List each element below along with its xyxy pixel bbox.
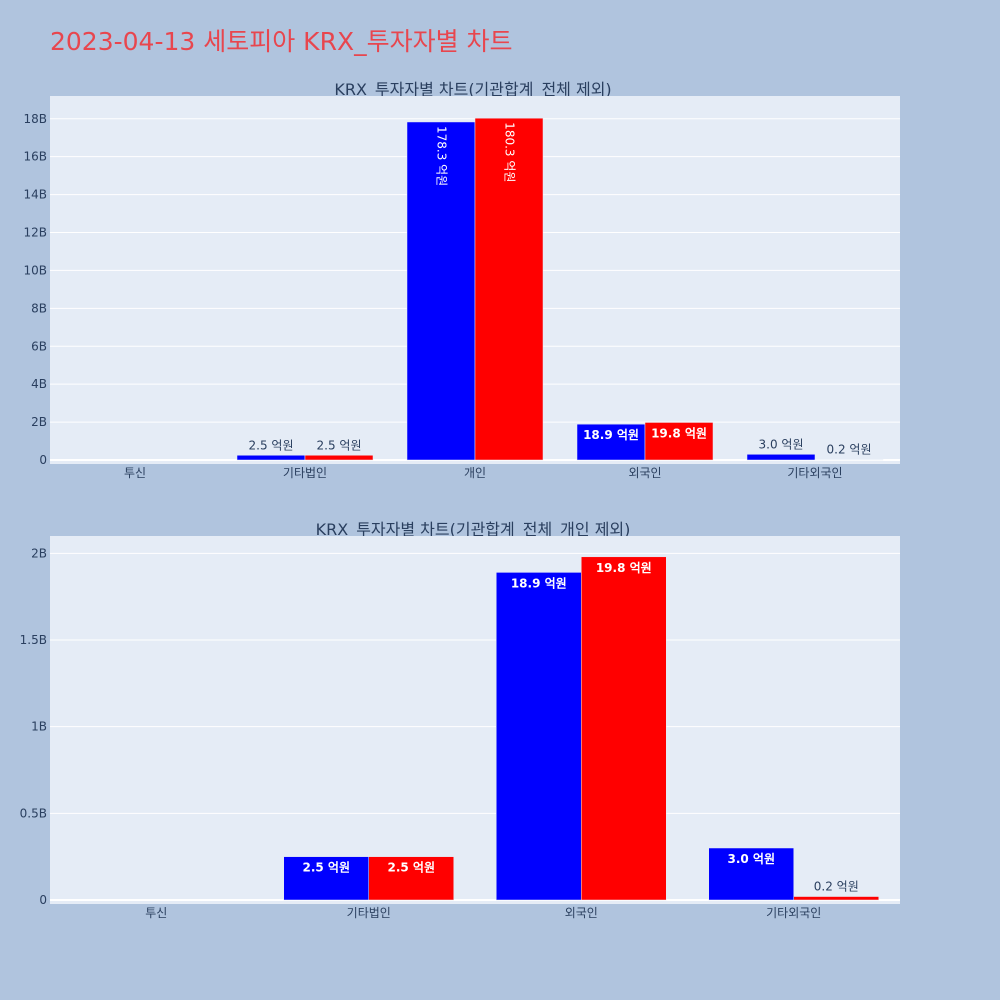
bar-red: [581, 556, 667, 901]
bar-blue: [708, 847, 794, 901]
y-tick-label: 18B: [23, 112, 47, 126]
bar-red: [793, 896, 879, 901]
chart-title: KRX_투자자별 차트(기관합계_전체 제외): [334, 80, 611, 100]
x-tick-label: 외국인: [628, 466, 661, 480]
page-title: 2023-04-13 세토피아 KRX_투자자별 차트: [50, 27, 513, 56]
chart-bottom: KRX_투자자별 차트(기관합계_전체_개인 제외) 0 0.5B 1B 1.5B 2B 투…: [20, 520, 900, 920]
y-tick-label: 6B: [31, 339, 47, 353]
bar-blue: [496, 572, 582, 901]
data-label: 178.3 억원: [435, 126, 449, 186]
plot-area: [50, 536, 900, 904]
data-label: 18.9 억원: [511, 576, 567, 590]
data-label: 0.2 억원: [814, 880, 859, 894]
bar-blue: [283, 856, 369, 901]
x-tick-label: 기타법인: [347, 906, 391, 920]
y-tick-label: 16B: [23, 150, 47, 164]
data-label: 2.5 억원: [387, 861, 435, 875]
x-tick-label: 기타법인: [283, 466, 327, 480]
y-tick-label: 4B: [31, 377, 47, 391]
y-tick-label: 0: [39, 453, 47, 467]
y-tick-label: 0: [39, 893, 47, 907]
y-tick-label: 10B: [23, 263, 47, 277]
bar-red: [644, 422, 714, 461]
x-tick-label: 투신: [124, 466, 146, 480]
data-label: 2.5 억원: [249, 438, 294, 452]
data-label: 2.5 억원: [302, 861, 350, 875]
x-tick-label: 개인: [464, 466, 486, 480]
x-tick-label: 투신: [145, 906, 167, 920]
y-tick-label: 8B: [31, 301, 47, 315]
data-label: 3.0 억원: [759, 437, 804, 451]
data-label: 3.0 억원: [727, 852, 775, 866]
y-tick-label: 2B: [31, 546, 47, 560]
bar-blue: [236, 455, 306, 461]
chart-top: KRX_투자자별 차트(기관합계_전체 제외) 0 2B 4B 6B 8B 10B 12B 14…: [23, 80, 900, 480]
x-tick-label: 기타외국인: [787, 466, 842, 480]
x-tick-label: 기타외국인: [766, 906, 821, 920]
bar-blue: [406, 121, 476, 461]
chart-title: KRX_투자자별 차트(기관합계_전체_개인 제외): [316, 520, 631, 540]
bar-blue: [746, 454, 816, 461]
bar-red: [304, 455, 374, 461]
bar-red: [474, 117, 544, 461]
y-tick-label: 12B: [23, 226, 47, 240]
y-tick-label: 1B: [31, 720, 47, 734]
data-label: 2.5 억원: [317, 438, 362, 452]
data-label: 19.8 억원: [596, 561, 652, 575]
y-tick-label: 2B: [31, 415, 47, 429]
y-tick-label: 1.5B: [20, 633, 47, 647]
data-label: 180.3 억원: [503, 122, 517, 182]
y-tick-label: 0.5B: [20, 806, 47, 820]
data-label: 18.9 억원: [583, 428, 639, 442]
data-label: 0.2 억원: [827, 443, 872, 457]
data-label: 19.8 억원: [651, 426, 707, 440]
x-tick-label: 외국인: [565, 906, 598, 920]
bar-red: [368, 856, 454, 901]
bar-blue: [576, 423, 646, 461]
y-tick-label: 14B: [23, 188, 47, 202]
